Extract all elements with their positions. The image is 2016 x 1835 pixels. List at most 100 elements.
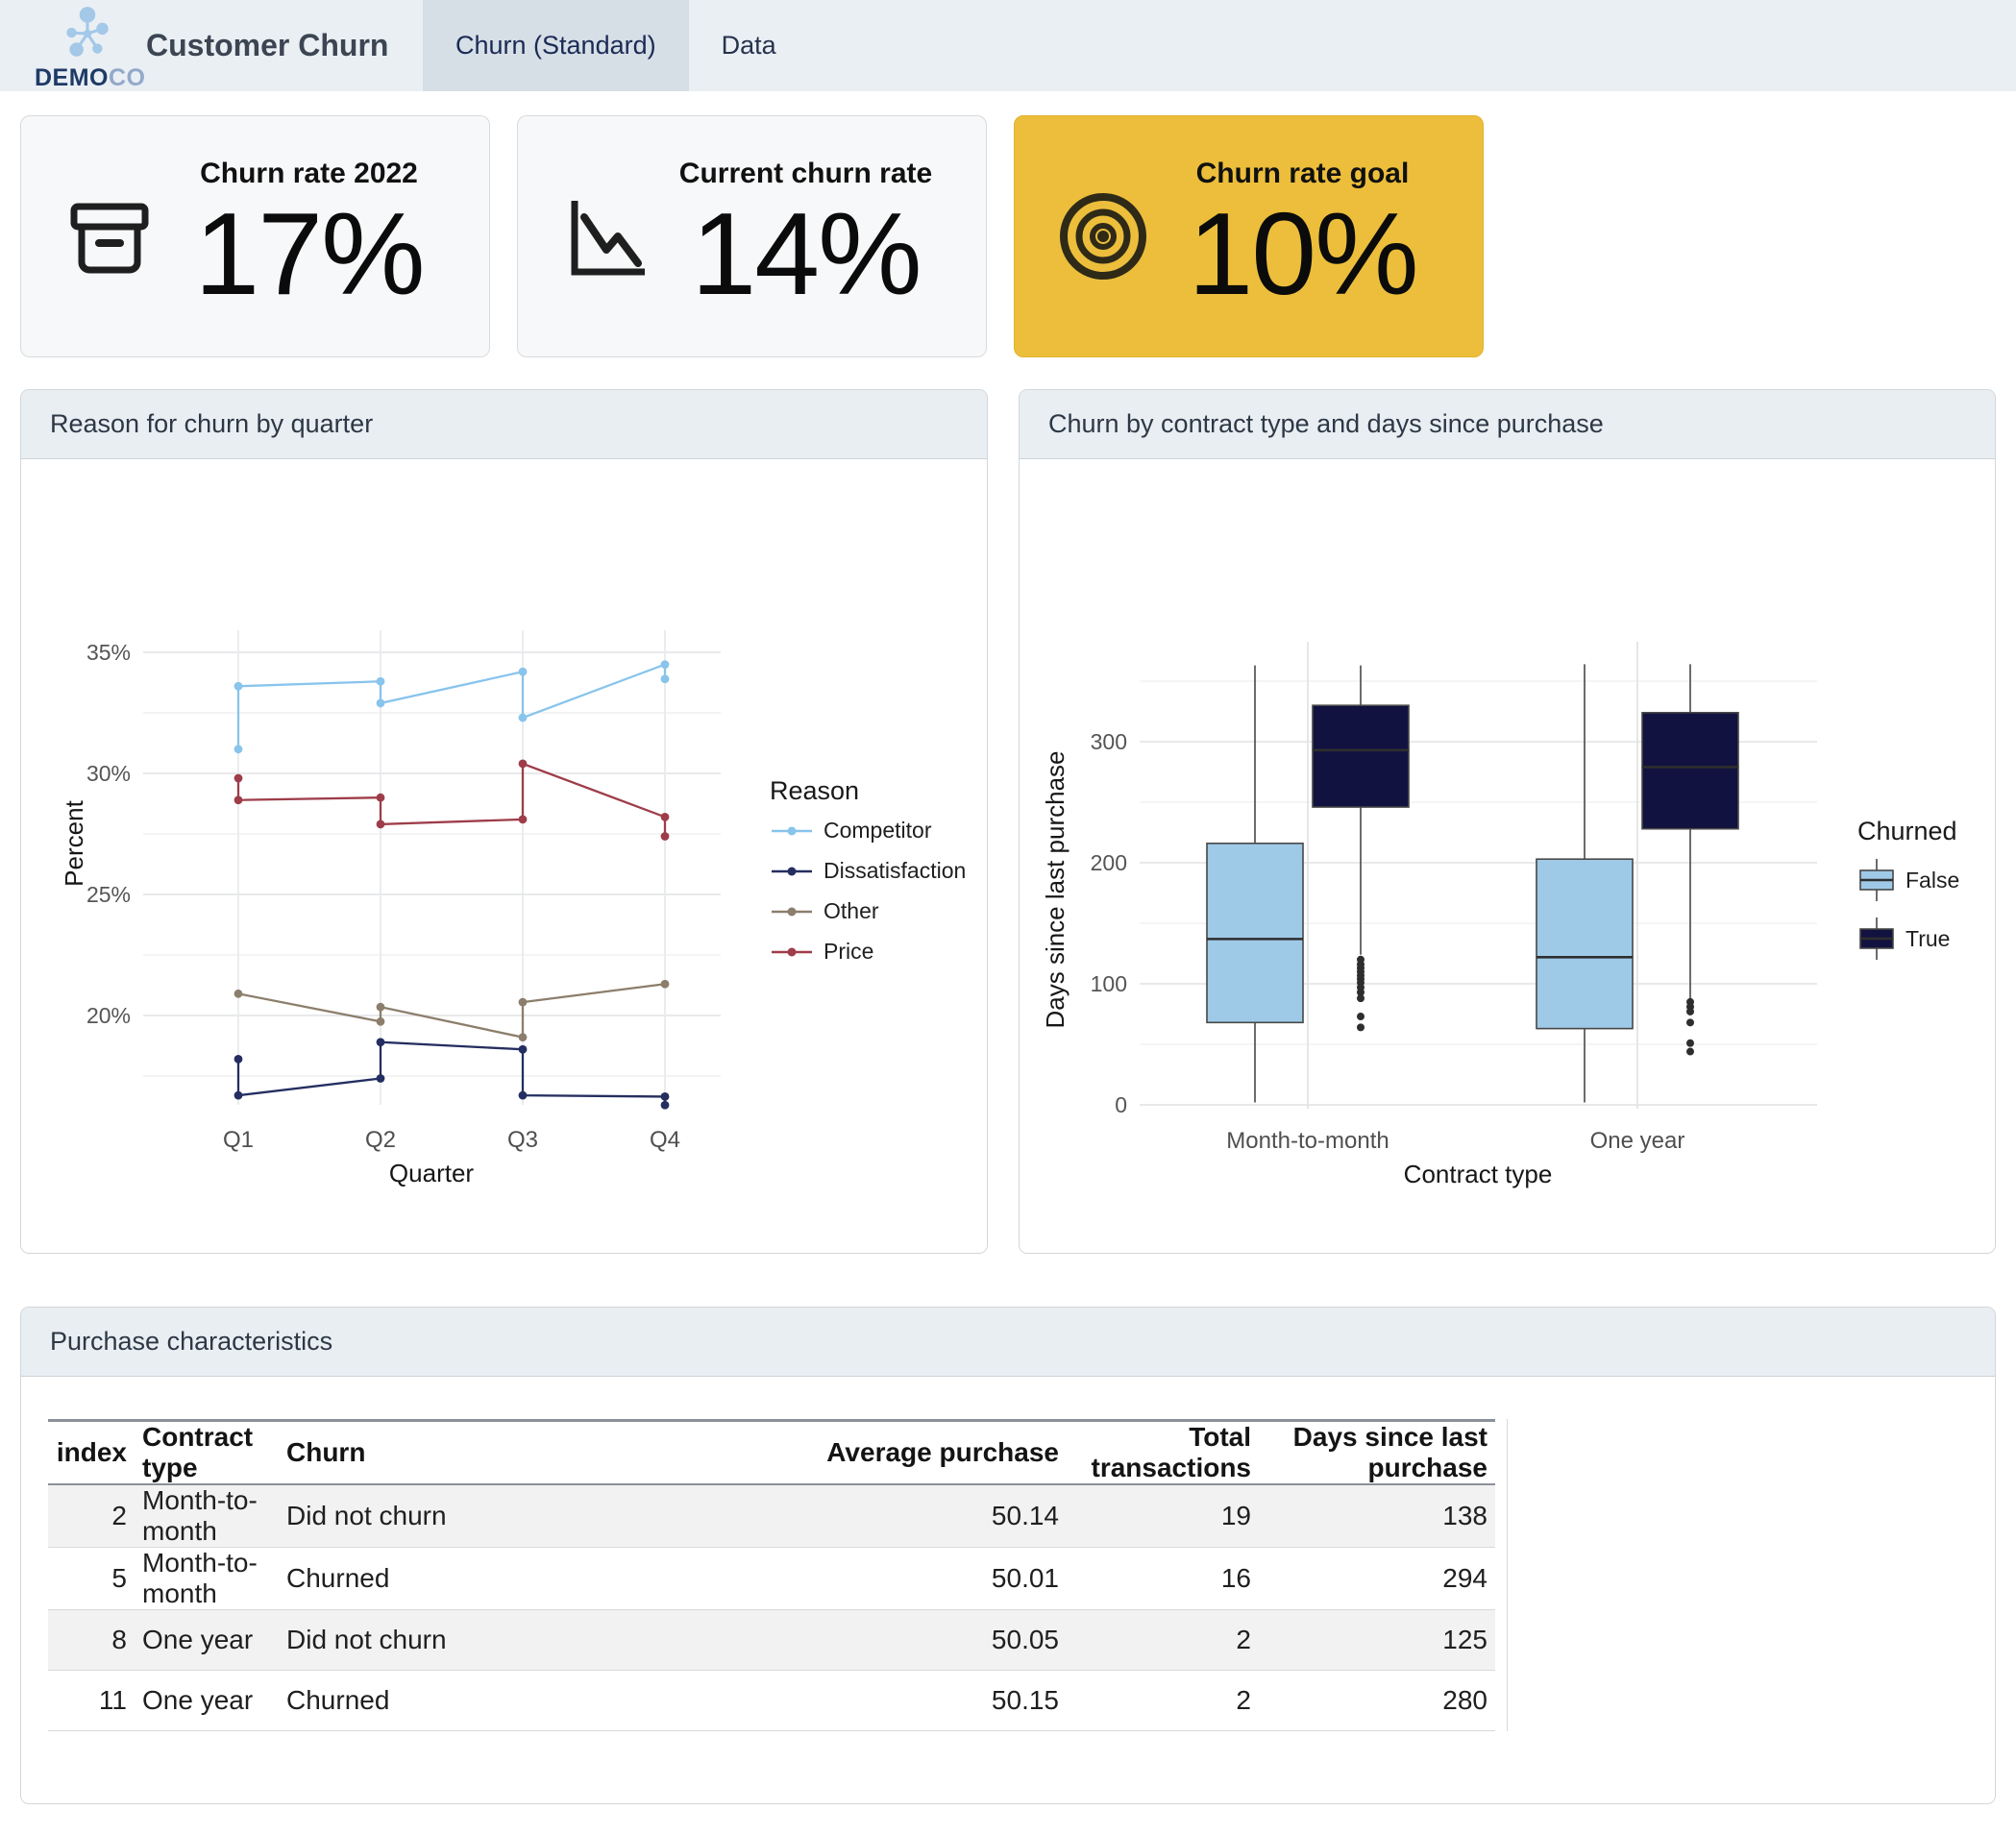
y-axis-title: Days since last purchase (1041, 750, 1069, 1028)
svg-text:0: 0 (1115, 1092, 1127, 1117)
cell: 294 (1442, 1563, 1487, 1593)
cell: 16 (1220, 1563, 1251, 1593)
legend-label: Price (824, 939, 874, 964)
cell: 2 (111, 1501, 127, 1530)
y-axis-tick-labels: 300 200 100 0 (1091, 729, 1127, 1117)
kpi-value: 14% (691, 187, 922, 319)
legend-entry-price: Price (770, 939, 966, 965)
table-head: index Contract type Churn Average purchase T… (48, 1420, 1495, 1484)
x-axis-title: Contract type (1404, 1160, 1553, 1188)
table-body: index Contract type Churn Average purchase T… (21, 1419, 1995, 1803)
col-header-average-purchase: Average purchase (826, 1437, 1059, 1467)
legend-line-glyph (772, 867, 812, 875)
series-other (234, 979, 670, 1042)
svg-text:30%: 30% (86, 761, 131, 786)
series-dissatisfaction (234, 1038, 670, 1110)
svg-text:25%: 25% (86, 882, 131, 907)
tab-bar: Churn (Standard) Data (423, 0, 809, 91)
boxes-churned-false (1206, 664, 1634, 1103)
legend-label: Other (824, 898, 879, 923)
brand-light: CO (109, 64, 146, 91)
svg-text:Q1: Q1 (223, 1127, 254, 1153)
archive-box-icon (61, 188, 158, 284)
svg-text:100: 100 (1091, 971, 1127, 996)
x-axis-tick-labels: Month-to-month One year (1226, 1128, 1684, 1154)
legend-title: Reason (770, 776, 860, 805)
target-icon (1055, 188, 1151, 284)
cell: 280 (1442, 1685, 1487, 1715)
cell: 138 (1442, 1501, 1487, 1530)
box-chart: 300 200 100 0 Month-to-month One year Contract… (1041, 642, 1817, 1188)
cell: 50.05 (991, 1625, 1059, 1654)
brand-name: DEMOCO (35, 64, 145, 92)
col-header-total-transactions: Total transactions (1091, 1422, 1252, 1482)
series-price (234, 759, 670, 841)
cell: 125 (1442, 1625, 1487, 1654)
purchase-table-wrap: index Contract type Churn Average purchase T… (48, 1419, 1508, 1731)
box-panel-title: Churn by contract type and days since pu… (1020, 390, 1995, 459)
legend-entry-other: Other (770, 898, 966, 924)
cell: 2 (1236, 1625, 1251, 1654)
kpi-card-1: Churn rate 2022 17% (20, 115, 490, 357)
box-chart-panel: Churn by contract type and days since pu… (1019, 389, 1996, 1254)
cell: 11 (98, 1685, 127, 1715)
cell: Did not churn (286, 1501, 447, 1530)
svg-text:300: 300 (1091, 729, 1127, 754)
kpi-text: Current churn rate 14% (654, 158, 957, 315)
purchase-table: index Contract type Churn Average purchase T… (48, 1419, 1495, 1731)
page-title: Customer Churn (146, 28, 389, 62)
table-row: 5 Month-to-month Churned 50.01 16 294 (48, 1548, 1495, 1610)
tab-data[interactable]: Data (721, 31, 776, 60)
kpi-value: 17% (194, 187, 425, 319)
svg-text:Month-to-month: Month-to-month (1226, 1128, 1389, 1154)
y-axis-tick-labels: 35% 30% 25% 20% (86, 640, 131, 1028)
cell: Churned (286, 1563, 390, 1593)
legend-entries: Competitor Dissatisfaction Other Price (770, 818, 966, 965)
box-chart-body: 300 200 100 0 Month-to-month One year Contract… (1020, 459, 1995, 1253)
cell: 50.01 (991, 1563, 1059, 1593)
cell: Month-to-month (142, 1485, 258, 1546)
legend-line-glyph (772, 907, 812, 916)
line-panel-title: Reason for churn by quarter (21, 390, 987, 459)
cell: 50.14 (991, 1501, 1059, 1530)
legend-entry-false: False (1857, 858, 1959, 902)
brand-bold: DEMO (35, 64, 109, 91)
series-competitor (234, 660, 670, 754)
table-panel: Purchase characteristics index Contract t… (20, 1307, 1996, 1804)
svg-text:Q2: Q2 (365, 1127, 396, 1153)
tab-churn-standard-[interactable]: Churn (Standard) (423, 0, 689, 91)
kpi-text: Churn rate 2022 17% (158, 158, 460, 315)
legend-line-glyph (772, 947, 812, 956)
legend-label: True (1905, 925, 1951, 951)
legend-entry-true: True (1857, 917, 1959, 961)
box-chart-legend: Churned False True (1857, 817, 1959, 975)
svg-text:One year: One year (1590, 1128, 1685, 1154)
kpi-label: Current churn rate (678, 157, 933, 189)
table-rows: 2 Month-to-month Did not churn 50.14 19 138 5 M… (48, 1484, 1495, 1731)
cell: Month-to-month (142, 1548, 258, 1608)
network-icon (66, 7, 109, 57)
legend-title: Churned (1857, 817, 1957, 845)
legend-entry-dissatisfaction: Dissatisfaction (770, 858, 966, 884)
line-chart: 35% 30% 25% 20% Q1 Q2 Q3 Q4 Quarter Percent (60, 630, 721, 1187)
kpi-value: 10% (1188, 187, 1418, 319)
cell: 50.15 (991, 1685, 1059, 1715)
kpi-label: Churn rate goal (1195, 157, 1410, 189)
cell: Churned (286, 1685, 390, 1715)
table-row: 2 Month-to-month Did not churn 50.14 19 138 (48, 1484, 1495, 1548)
gridlines (143, 630, 721, 1105)
legend-entry-competitor: Competitor (770, 818, 966, 844)
y-axis-title: Percent (60, 799, 88, 886)
brand-logo: DEMOCO (35, 4, 145, 92)
boxes-churned-true (1312, 664, 1739, 1056)
app-header: DEMOCO Customer Churn Churn (Standard) Da… (0, 0, 2016, 91)
table-header-row: index Contract type Churn Average purchase T… (48, 1420, 1495, 1484)
svg-text:200: 200 (1091, 850, 1127, 875)
table-row: 8 One year Did not churn 50.05 2 125 (48, 1609, 1495, 1671)
cell: 8 (111, 1625, 127, 1654)
line-chart-legend: Reason Competitor Dissatisfaction Other Pri… (770, 776, 966, 979)
kpi-card-3: Churn rate goal 10% (1014, 115, 1484, 357)
svg-text:20%: 20% (86, 1003, 131, 1028)
legend-entries: False True (1857, 858, 1959, 961)
